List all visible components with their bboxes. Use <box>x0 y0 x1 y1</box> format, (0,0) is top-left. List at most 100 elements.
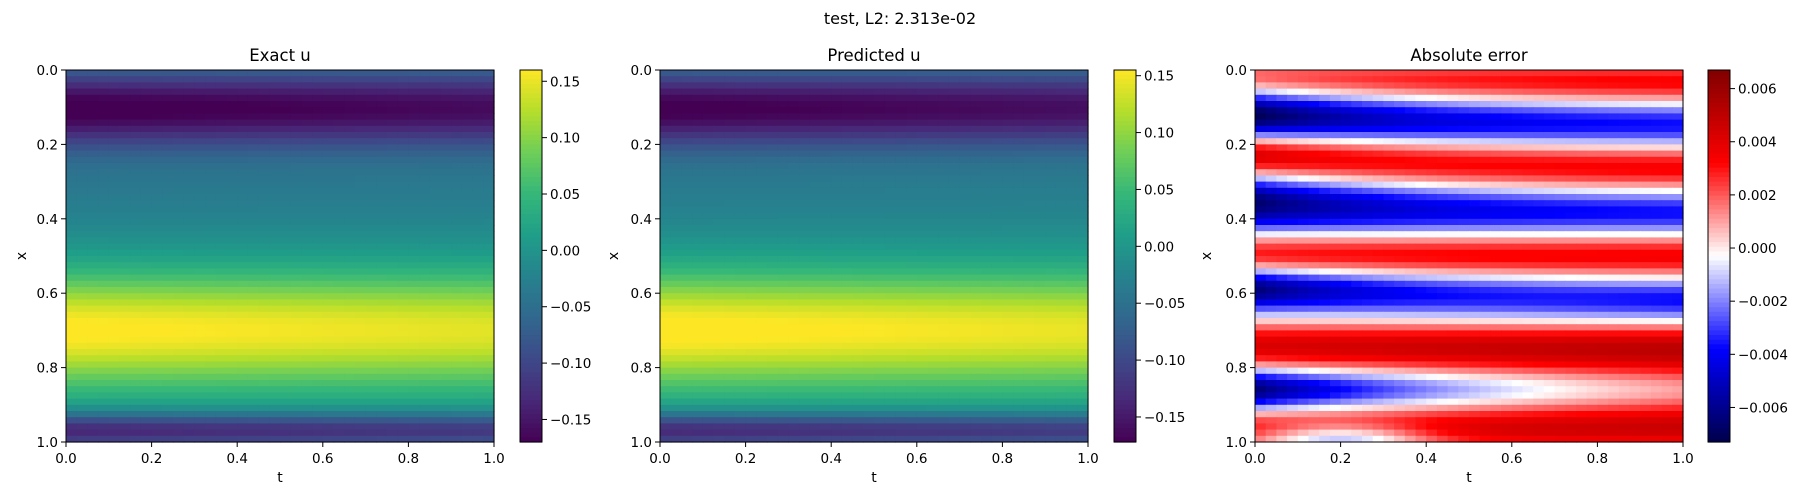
heatmap-cell <box>809 417 822 424</box>
heatmap-cell <box>376 268 388 276</box>
heatmap-cell <box>799 113 811 121</box>
heatmap-cell <box>1077 138 1089 145</box>
heatmap-cell <box>1023 156 1036 164</box>
heatmap-cell <box>76 187 88 195</box>
heatmap-cell <box>681 94 693 102</box>
heatmap-cell <box>799 132 811 139</box>
heatmap-cell <box>681 169 693 176</box>
heatmap-cell <box>702 274 715 282</box>
heatmap-cell <box>151 225 163 232</box>
heatmap-cell <box>215 398 228 406</box>
heatmap-cell <box>440 218 452 226</box>
heatmap-cell <box>387 156 399 164</box>
heatmap-cell <box>333 187 345 195</box>
heatmap-cell <box>948 256 961 263</box>
heatmap-cell <box>269 225 281 232</box>
heatmap-cell <box>681 256 693 263</box>
heatmap-cell <box>76 181 88 189</box>
heatmap-cell <box>1034 262 1046 269</box>
heatmap-cell <box>215 404 228 412</box>
heatmap-cell <box>66 243 78 251</box>
heatmap-cell <box>1023 311 1036 319</box>
heatmap-cell <box>322 423 335 431</box>
heatmap-cell <box>312 342 324 350</box>
heatmap-cell <box>258 305 270 313</box>
heatmap-cell <box>151 138 163 145</box>
heatmap-cell <box>724 101 736 108</box>
heatmap-cell <box>1023 429 1036 437</box>
heatmap-cell <box>66 330 78 338</box>
heatmap-cell <box>183 268 195 276</box>
heatmap-cell <box>140 132 153 139</box>
heatmap-cell <box>205 311 217 319</box>
heatmap-cell <box>1077 299 1089 307</box>
heatmap-cell <box>788 175 800 183</box>
heatmap-cell <box>365 206 377 214</box>
x-tick-label: 0.6 <box>906 451 927 467</box>
heatmap-cell <box>226 336 238 344</box>
heatmap-cell <box>884 144 896 152</box>
heatmap-cell <box>660 349 672 356</box>
heatmap-cell <box>140 311 153 319</box>
colorbar-segment <box>520 237 542 243</box>
heatmap-cell <box>809 293 822 300</box>
heatmap-cell <box>1034 398 1046 406</box>
heatmap-cell <box>483 274 495 282</box>
heatmap-cell <box>1013 435 1025 443</box>
heatmap-cell <box>1077 163 1089 170</box>
heatmap-cell <box>852 237 864 245</box>
heatmap-cell <box>991 187 1003 195</box>
heatmap-cell <box>1077 380 1089 387</box>
heatmap-cell <box>247 125 260 133</box>
heatmap-cell <box>981 299 993 307</box>
heatmap-cell <box>948 194 961 201</box>
heatmap-cell <box>702 404 715 412</box>
heatmap-cell <box>745 367 757 375</box>
heatmap-cell <box>312 70 324 77</box>
heatmap-cell <box>119 237 131 245</box>
heatmap-cell <box>440 163 452 170</box>
heatmap-cell <box>991 249 1003 257</box>
heatmap-cell <box>108 119 121 127</box>
heatmap-cell <box>692 429 704 437</box>
heatmap-cell <box>1002 373 1014 381</box>
heatmap-cell <box>938 169 950 176</box>
heatmap-cell <box>670 243 682 251</box>
heatmap-cell <box>991 380 1003 387</box>
heatmap-cell <box>98 417 110 424</box>
heatmap-cell <box>895 187 907 195</box>
heatmap-cell <box>959 150 971 158</box>
heatmap-cell <box>852 82 864 90</box>
heatmap-cell <box>981 392 993 400</box>
heatmap-cell <box>354 386 367 393</box>
heatmap-cell <box>269 268 281 276</box>
heatmap-cell <box>322 287 335 294</box>
heatmap-cell <box>140 274 153 282</box>
heatmap-cell <box>895 349 907 356</box>
heatmap-cell <box>151 101 163 108</box>
heatmap-cell <box>809 392 822 400</box>
heatmap-cell <box>863 429 875 437</box>
heatmap-cell <box>702 76 715 83</box>
colorbar-segment <box>520 223 542 229</box>
heatmap-cell <box>173 256 185 263</box>
heatmap-cell <box>194 132 206 139</box>
heatmap-cell <box>419 243 431 251</box>
heatmap-cell <box>151 187 163 195</box>
heatmap-cell <box>365 181 377 189</box>
heatmap-cell <box>734 280 747 288</box>
heatmap-cell <box>130 429 142 437</box>
heatmap-cell <box>788 373 800 381</box>
heatmap-cell <box>269 113 281 121</box>
heatmap-cell <box>884 411 896 418</box>
heatmap-cell <box>237 119 249 127</box>
heatmap-cell <box>852 181 864 189</box>
heatmap-cell <box>66 318 78 325</box>
heatmap-cell <box>852 101 864 108</box>
heatmap-cell <box>483 138 495 145</box>
heatmap-cell <box>1055 132 1068 139</box>
heatmap-cell <box>1023 88 1036 96</box>
heatmap-cell <box>938 268 950 276</box>
heatmap-cell <box>247 355 260 362</box>
heatmap-cell <box>76 132 88 139</box>
